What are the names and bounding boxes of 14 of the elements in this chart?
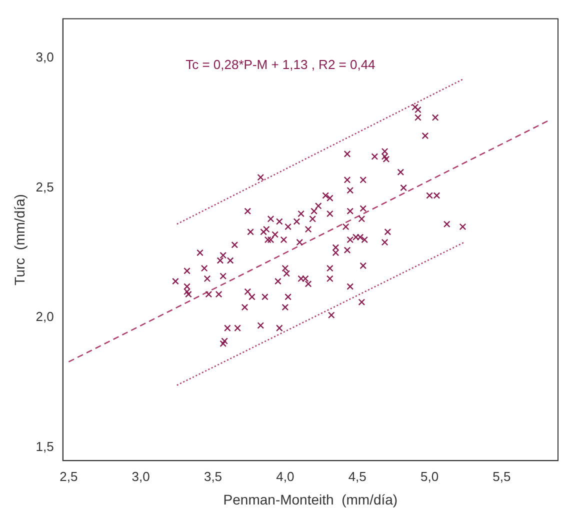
annotation: Tc = 0,28*P-M + 1,13 , R2 = 0,44 (186, 56, 376, 72)
x-axis-title: Penman-Monteith (mm/día) (223, 491, 398, 508)
y-tick-label: 2,5 (36, 179, 54, 194)
x-tick-label: 5,5 (492, 468, 511, 484)
y-tick-label: 1,5 (36, 439, 54, 454)
x-tick-label: 5,0 (420, 468, 439, 484)
y-axis-title: Turc (mm/día) (11, 194, 28, 286)
x-tick-label: 4,5 (348, 468, 366, 484)
x-tick-label: 3,0 (132, 468, 150, 484)
x-tick-label: 2,5 (60, 468, 78, 484)
x-tick-label: 3,5 (204, 468, 222, 484)
y-tick-label: 2,0 (36, 309, 54, 324)
y-tick-label: 3,0 (36, 49, 54, 64)
x-tick-label: 4,0 (276, 468, 294, 484)
